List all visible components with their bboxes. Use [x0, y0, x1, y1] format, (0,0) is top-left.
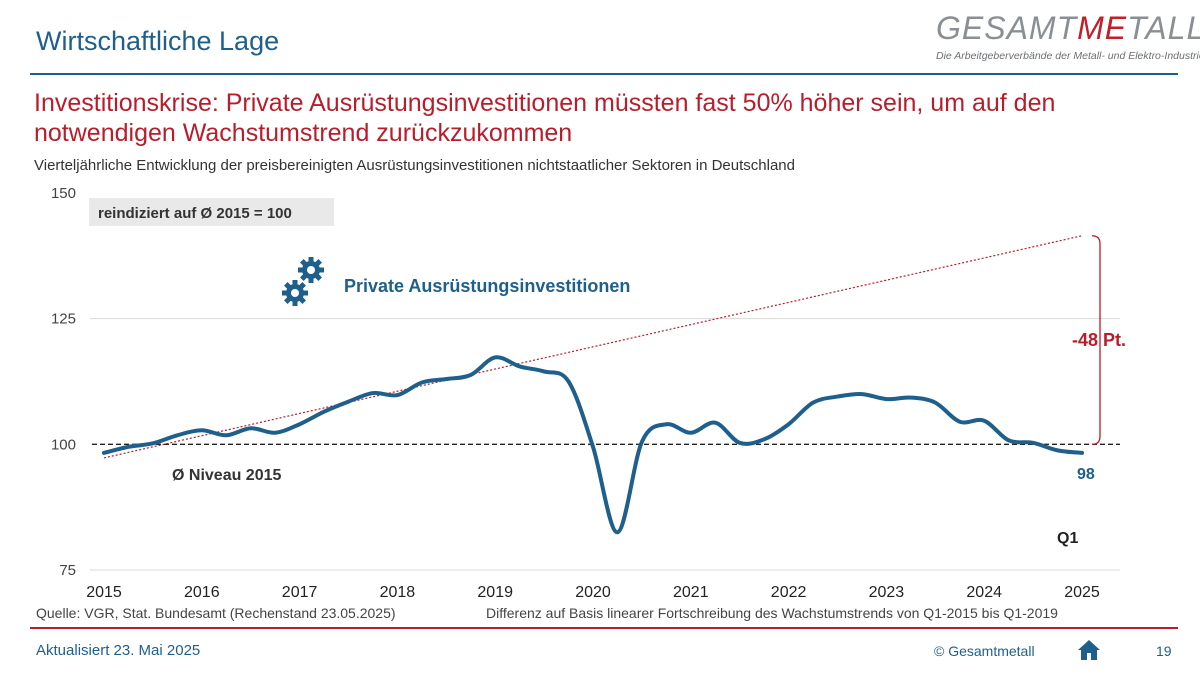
x-tick-label: 2024: [966, 584, 1002, 601]
end-value-label: 98: [1077, 466, 1095, 483]
gap-bracket: [1091, 235, 1101, 445]
y-tick-labels: 75 100 125 150: [51, 185, 76, 579]
x-tick-label: 2019: [477, 584, 513, 601]
logo-text-2: TALL: [1127, 10, 1200, 46]
index-box-label: reindiziert auf Ø 2015 = 100: [98, 205, 292, 222]
y-tick-label: 100: [51, 436, 76, 453]
gesamtmetall-logo[interactable]: GESAMTMETALL: [936, 10, 1200, 47]
series-label: Private Ausrüstungsinvestitionen: [344, 276, 630, 296]
copyright: © Gesamtmetall: [934, 643, 1035, 659]
x-tick-labels: 2015 2016 2017 2018 2019 2020 2021 2022 2023 2024…: [86, 584, 1100, 601]
baseline-label: Ø Niveau 2015: [172, 467, 282, 484]
gap-label: -48 Pt.: [1072, 330, 1126, 350]
slide-headline: Investitionskrise: Private Ausrüstungsin…: [34, 89, 1056, 147]
updated-date: Aktualisiert 23. Mai 2025: [36, 642, 201, 659]
method-note: Differenz auf Basis linearer Fortschreib…: [486, 605, 1058, 621]
page-title: Wirtschaftliche Lage: [36, 26, 280, 56]
y-tick-label: 125: [51, 311, 76, 328]
home-icon[interactable]: [1076, 638, 1102, 662]
x-tick-label: 2020: [575, 584, 611, 601]
index-box: [89, 198, 334, 226]
grid-lines: [90, 318, 1120, 571]
x-tick-label: 2025: [1064, 584, 1100, 601]
logo-subline: Die Arbeitgeberverbände der Metall- und …: [936, 50, 1200, 62]
x-tick-label: 2015: [86, 584, 122, 601]
x-tick-label: 2022: [771, 584, 807, 601]
logo-text-accent: ME: [1077, 10, 1128, 46]
footer-divider: [30, 627, 1178, 629]
y-tick-label: 150: [51, 185, 76, 202]
x-tick-label: 2016: [184, 584, 220, 601]
logo-text-1: GESAMT: [936, 10, 1078, 46]
x-tick-label: 2021: [673, 584, 709, 601]
header-divider: [30, 73, 1178, 75]
x-tick-label: 2023: [869, 584, 905, 601]
x-tick-label: 2018: [380, 584, 416, 601]
y-tick-label: 75: [59, 562, 76, 579]
gears-icon: [282, 257, 324, 306]
end-period-label: Q1: [1057, 530, 1078, 547]
x-tick-label: 2017: [282, 584, 318, 601]
source-note: Quelle: VGR, Stat. Bundesamt (Rechenstan…: [36, 605, 396, 621]
series-line: [102, 355, 1084, 535]
chart-subtitle: Vierteljährliche Entwicklung der preisbe…: [34, 157, 795, 174]
page-number: 19: [1156, 643, 1172, 659]
trend-line: [103, 235, 1083, 459]
